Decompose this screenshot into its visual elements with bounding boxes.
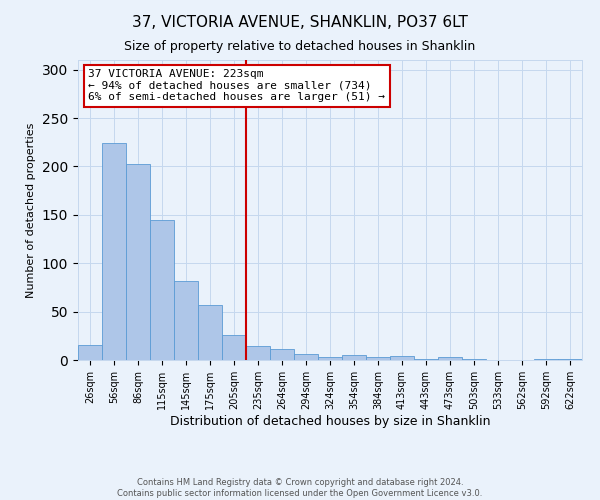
Bar <box>198 305 222 360</box>
Y-axis label: Number of detached properties: Number of detached properties <box>26 122 37 298</box>
Bar <box>150 220 174 360</box>
Bar <box>366 357 390 360</box>
Bar <box>390 356 414 360</box>
Bar <box>78 344 102 360</box>
Text: 37 VICTORIA AVENUE: 223sqm
← 94% of detached houses are smaller (734)
6% of semi: 37 VICTORIA AVENUE: 223sqm ← 94% of deta… <box>88 69 385 102</box>
Bar <box>246 346 270 360</box>
Bar <box>222 335 246 360</box>
Text: Size of property relative to detached houses in Shanklin: Size of property relative to detached ho… <box>124 40 476 53</box>
Bar <box>462 359 486 360</box>
Bar <box>270 350 294 360</box>
X-axis label: Distribution of detached houses by size in Shanklin: Distribution of detached houses by size … <box>170 414 490 428</box>
Bar <box>294 354 318 360</box>
Bar <box>342 355 366 360</box>
Bar <box>174 280 198 360</box>
Text: Contains HM Land Registry data © Crown copyright and database right 2024.
Contai: Contains HM Land Registry data © Crown c… <box>118 478 482 498</box>
Bar <box>558 359 582 360</box>
Bar <box>534 359 558 360</box>
Bar <box>102 143 126 360</box>
Bar <box>126 164 150 360</box>
Text: 37, VICTORIA AVENUE, SHANKLIN, PO37 6LT: 37, VICTORIA AVENUE, SHANKLIN, PO37 6LT <box>132 15 468 30</box>
Bar <box>414 359 438 360</box>
Bar <box>438 357 462 360</box>
Bar <box>318 357 342 360</box>
